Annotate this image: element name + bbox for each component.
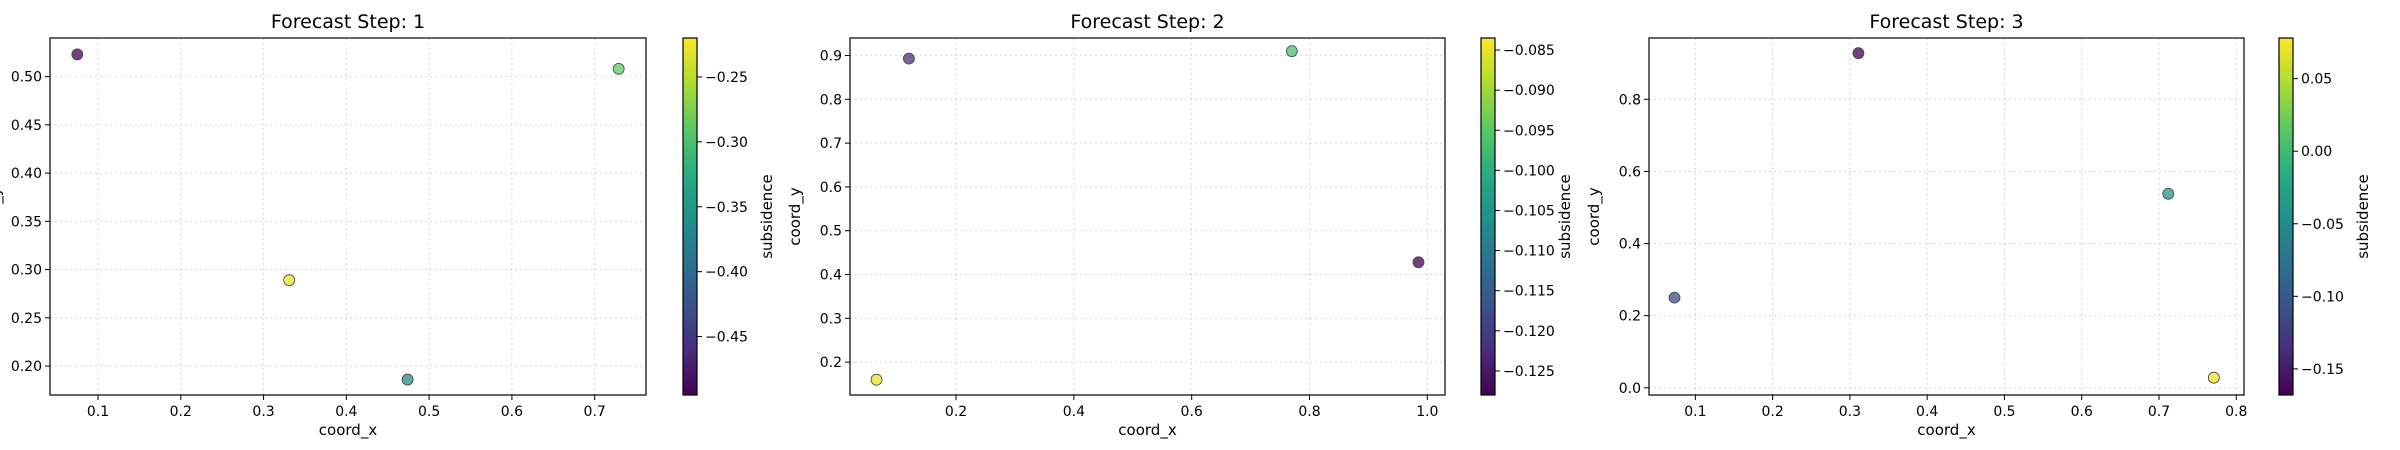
data-point <box>1668 291 1681 304</box>
y-axis-label: coord_y <box>1585 187 1604 246</box>
colorbar-tick-label: −0.40 <box>705 265 748 281</box>
x-tick-label: 0.6 <box>501 404 523 420</box>
y-tick-label: 0.40 <box>11 166 42 182</box>
colorbar-label: subsidence <box>1556 174 1574 259</box>
colorbar-tick-label: −0.090 <box>1503 83 1555 99</box>
x-tick-label: 0.1 <box>87 404 109 420</box>
x-tick-label: 0.6 <box>2071 404 2093 420</box>
data-point <box>612 62 625 75</box>
chart-panel-3: 0.1 0.2 0.3 0.4 0.5 0.6 0.7 0.8 0.0 0.2 0.4 0.6 0.8 F… <box>1585 11 2372 440</box>
plot-area-frame <box>849 37 1446 396</box>
x-tick-label: 0.7 <box>584 404 606 420</box>
colorbar <box>1481 38 1495 395</box>
x-axis-label: coord_x <box>1118 421 1177 440</box>
chart-panel-2: 0.2 0.4 0.6 0.8 1.0 0.2 0.3 0.4 0.5 0.6 0.7 0.8 0.9 F… <box>786 11 1574 440</box>
y-tick-label: 0.3 <box>820 311 842 327</box>
colorbar-tick-label: −0.085 <box>1503 43 1555 59</box>
colorbar <box>683 38 697 395</box>
y-tick-label: 0.7 <box>820 136 842 152</box>
colorbar-tick-label: −0.10 <box>2301 289 2344 305</box>
y-tick-label: 0.8 <box>820 92 842 108</box>
data-point <box>71 48 84 61</box>
x-tick-label: 0.3 <box>1839 404 1861 420</box>
y-tick-label: 0.6 <box>1619 164 1641 180</box>
colorbar-tick-label: −0.100 <box>1503 163 1555 179</box>
x-tick-label: 0.2 <box>1762 404 1784 420</box>
y-tick-label: 0.5 <box>820 224 842 240</box>
data-point <box>1412 256 1425 269</box>
y-tick-label: 0.4 <box>1619 237 1641 253</box>
x-tick-label: 0.5 <box>418 404 440 420</box>
data-point <box>1852 47 1865 60</box>
colorbar-frame <box>1480 37 1496 396</box>
colorbar-label: subsidence <box>2354 174 2372 259</box>
y-tick-label: 0.6 <box>820 180 842 196</box>
colorbar-tick-label: −0.45 <box>705 330 748 346</box>
y-tick-label: 0.30 <box>11 263 42 279</box>
x-axis-label: coord_x <box>1917 421 1976 440</box>
plot-area-frame <box>1648 37 2245 396</box>
colorbar-tick-label: −0.125 <box>1503 364 1555 380</box>
chart-title: Forecast Step: 2 <box>1070 11 1224 33</box>
y-tick-label: 0.8 <box>1619 92 1641 108</box>
data-point <box>870 373 883 386</box>
colorbar-tick-label: −0.105 <box>1503 203 1555 219</box>
data-point <box>2162 187 2175 200</box>
data-point <box>401 373 414 386</box>
y-axis-label: coord_y <box>786 187 805 246</box>
chart-title: Forecast Step: 1 <box>271 11 425 33</box>
colorbar-tick-label: −0.15 <box>2301 362 2344 378</box>
x-tick-label: 0.2 <box>945 404 967 420</box>
colorbar-tick-label: 0.00 <box>2301 144 2332 160</box>
colorbar-frame <box>2278 37 2294 396</box>
y-axis-label: coord_y <box>0 187 5 246</box>
colorbar-tick-label: −0.05 <box>2301 217 2344 233</box>
chart-title: Forecast Step: 3 <box>1869 11 2023 33</box>
colorbar-tick-label: 0.05 <box>2301 72 2332 88</box>
y-tick-label: 0.25 <box>11 311 42 327</box>
y-tick-label: 0.2 <box>1619 309 1641 325</box>
x-tick-label: 0.8 <box>2225 404 2247 420</box>
x-tick-label: 0.5 <box>1993 404 2015 420</box>
x-tick-label: 0.1 <box>1684 404 1706 420</box>
y-tick-label: 0.20 <box>11 359 42 375</box>
x-axis-label: coord_x <box>319 421 378 440</box>
y-tick-label: 0.50 <box>11 70 42 86</box>
y-tick-label: 0.2 <box>820 355 842 371</box>
data-point <box>903 52 915 65</box>
y-tick-label: 0.45 <box>11 118 42 134</box>
colorbar-tick-label: −0.35 <box>705 200 748 216</box>
colorbar <box>2279 38 2293 395</box>
chart-panel-1: 0.1 0.2 0.3 0.4 0.5 0.6 0.7 0.20 0.25 0.30 0.35 0.4… <box>0 11 776 440</box>
panels: 0.1 0.2 0.3 0.4 0.5 0.6 0.7 0.20 0.25 0.30 0.35 0.4… <box>0 11 2372 440</box>
colorbar-tick-label: −0.25 <box>705 70 748 86</box>
x-tick-label: 0.4 <box>1063 404 1085 420</box>
x-tick-label: 0.8 <box>1298 404 1320 420</box>
colorbar-tick-label: −0.115 <box>1503 284 1555 300</box>
colorbar-tick-label: −0.095 <box>1503 123 1555 139</box>
x-tick-label: 0.7 <box>2148 404 2170 420</box>
x-tick-label: 0.3 <box>252 404 274 420</box>
x-tick-label: 0.4 <box>1916 404 1938 420</box>
y-tick-label: 0.35 <box>11 214 42 230</box>
y-tick-label: 0.0 <box>1619 381 1641 397</box>
plot-area-frame <box>49 37 647 396</box>
x-tick-label: 0.2 <box>170 404 192 420</box>
y-tick-label: 0.4 <box>820 268 842 284</box>
x-tick-label: 1.0 <box>1416 404 1438 420</box>
data-point <box>283 274 296 287</box>
data-point <box>1285 45 1298 58</box>
x-tick-label: 0.6 <box>1181 404 1203 420</box>
colorbar-label: subsidence <box>758 174 776 259</box>
data-point <box>2207 371 2220 384</box>
x-tick-label: 0.4 <box>335 404 357 420</box>
y-tick-label: 0.9 <box>820 49 842 65</box>
colorbar-tick-label: −0.110 <box>1503 244 1555 260</box>
colorbar-frame <box>682 37 698 396</box>
colorbar-tick-label: −0.30 <box>705 135 748 151</box>
colorbar-tick-label: −0.120 <box>1503 324 1555 340</box>
